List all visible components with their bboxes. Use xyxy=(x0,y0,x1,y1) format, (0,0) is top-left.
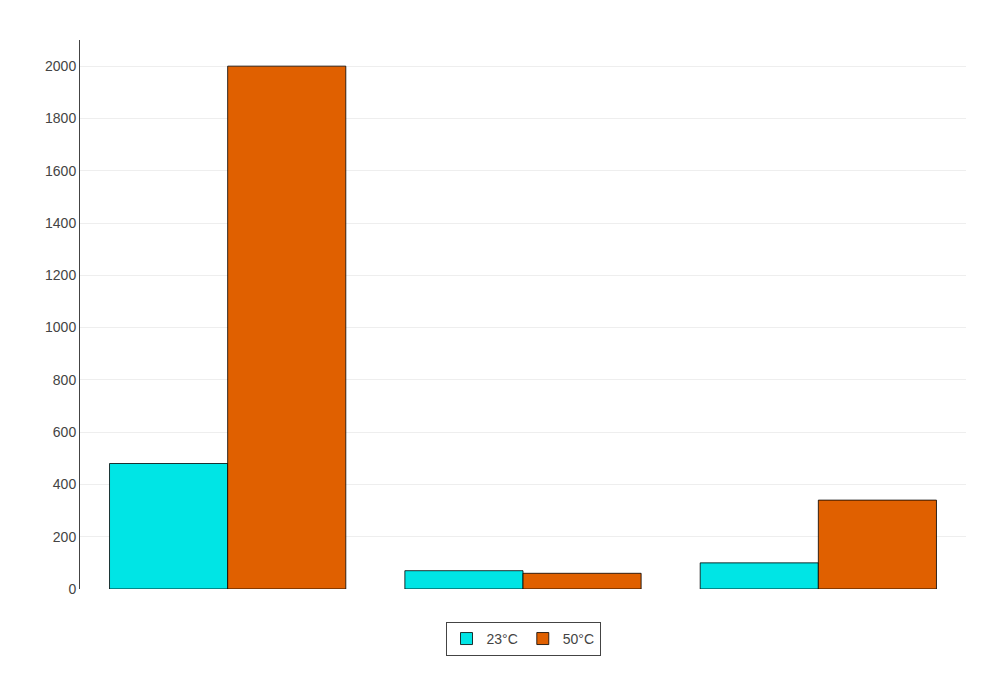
svg-text:1200: 1200 xyxy=(45,267,76,283)
svg-text:0: 0 xyxy=(68,581,76,597)
svg-text:400: 400 xyxy=(53,476,77,492)
svg-text:50°C: 50°C xyxy=(563,631,594,647)
svg-text:1800: 1800 xyxy=(45,110,76,126)
svg-text:200: 200 xyxy=(53,529,77,545)
svg-text:800: 800 xyxy=(53,372,77,388)
svg-text:1400: 1400 xyxy=(45,215,76,231)
svg-text:2000: 2000 xyxy=(45,58,76,74)
svg-text:600: 600 xyxy=(53,424,77,440)
svg-text:1000: 1000 xyxy=(45,319,76,335)
svg-text:23°C: 23°C xyxy=(487,631,518,647)
svg-text:1600: 1600 xyxy=(45,163,76,179)
